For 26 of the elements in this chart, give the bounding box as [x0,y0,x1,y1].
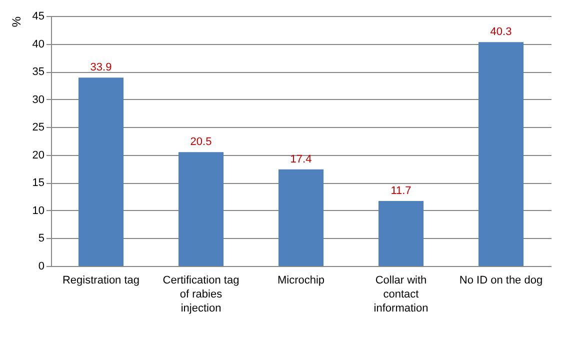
y-tick-label: 15 [32,177,44,190]
bar [378,201,424,266]
bar [278,169,324,266]
x-tick-label: Collar with contact information [374,274,428,314]
y-tick-label: 45 [32,10,44,22]
x-tick-label: No ID on the dog [459,274,543,286]
bar [478,42,524,266]
data-label: 11.7 [390,185,412,197]
y-axis-title: % [10,16,24,28]
x-tick-label: Microchip [277,274,325,286]
y-tick-label: 30 [32,94,44,106]
data-label: 20.5 [190,136,212,148]
x-tick-label: Registration tag [62,274,140,286]
bar [178,152,224,266]
y-tick-label: 40 [32,38,44,50]
y-tick-label: 20 [32,149,44,162]
y-tick-label: 25 [32,122,44,134]
x-tick-label: Certification tag of rabies injection [162,274,240,314]
data-label: 33.9 [90,62,112,74]
y-tick-label: 35 [32,66,44,78]
y-tick-label: 10 [32,204,44,217]
y-tick-label: 5 [38,232,44,245]
data-label: 17.4 [290,153,312,166]
bar [78,78,124,266]
data-label: 40.3 [490,26,512,38]
y-tick-label: 0 [38,260,44,272]
